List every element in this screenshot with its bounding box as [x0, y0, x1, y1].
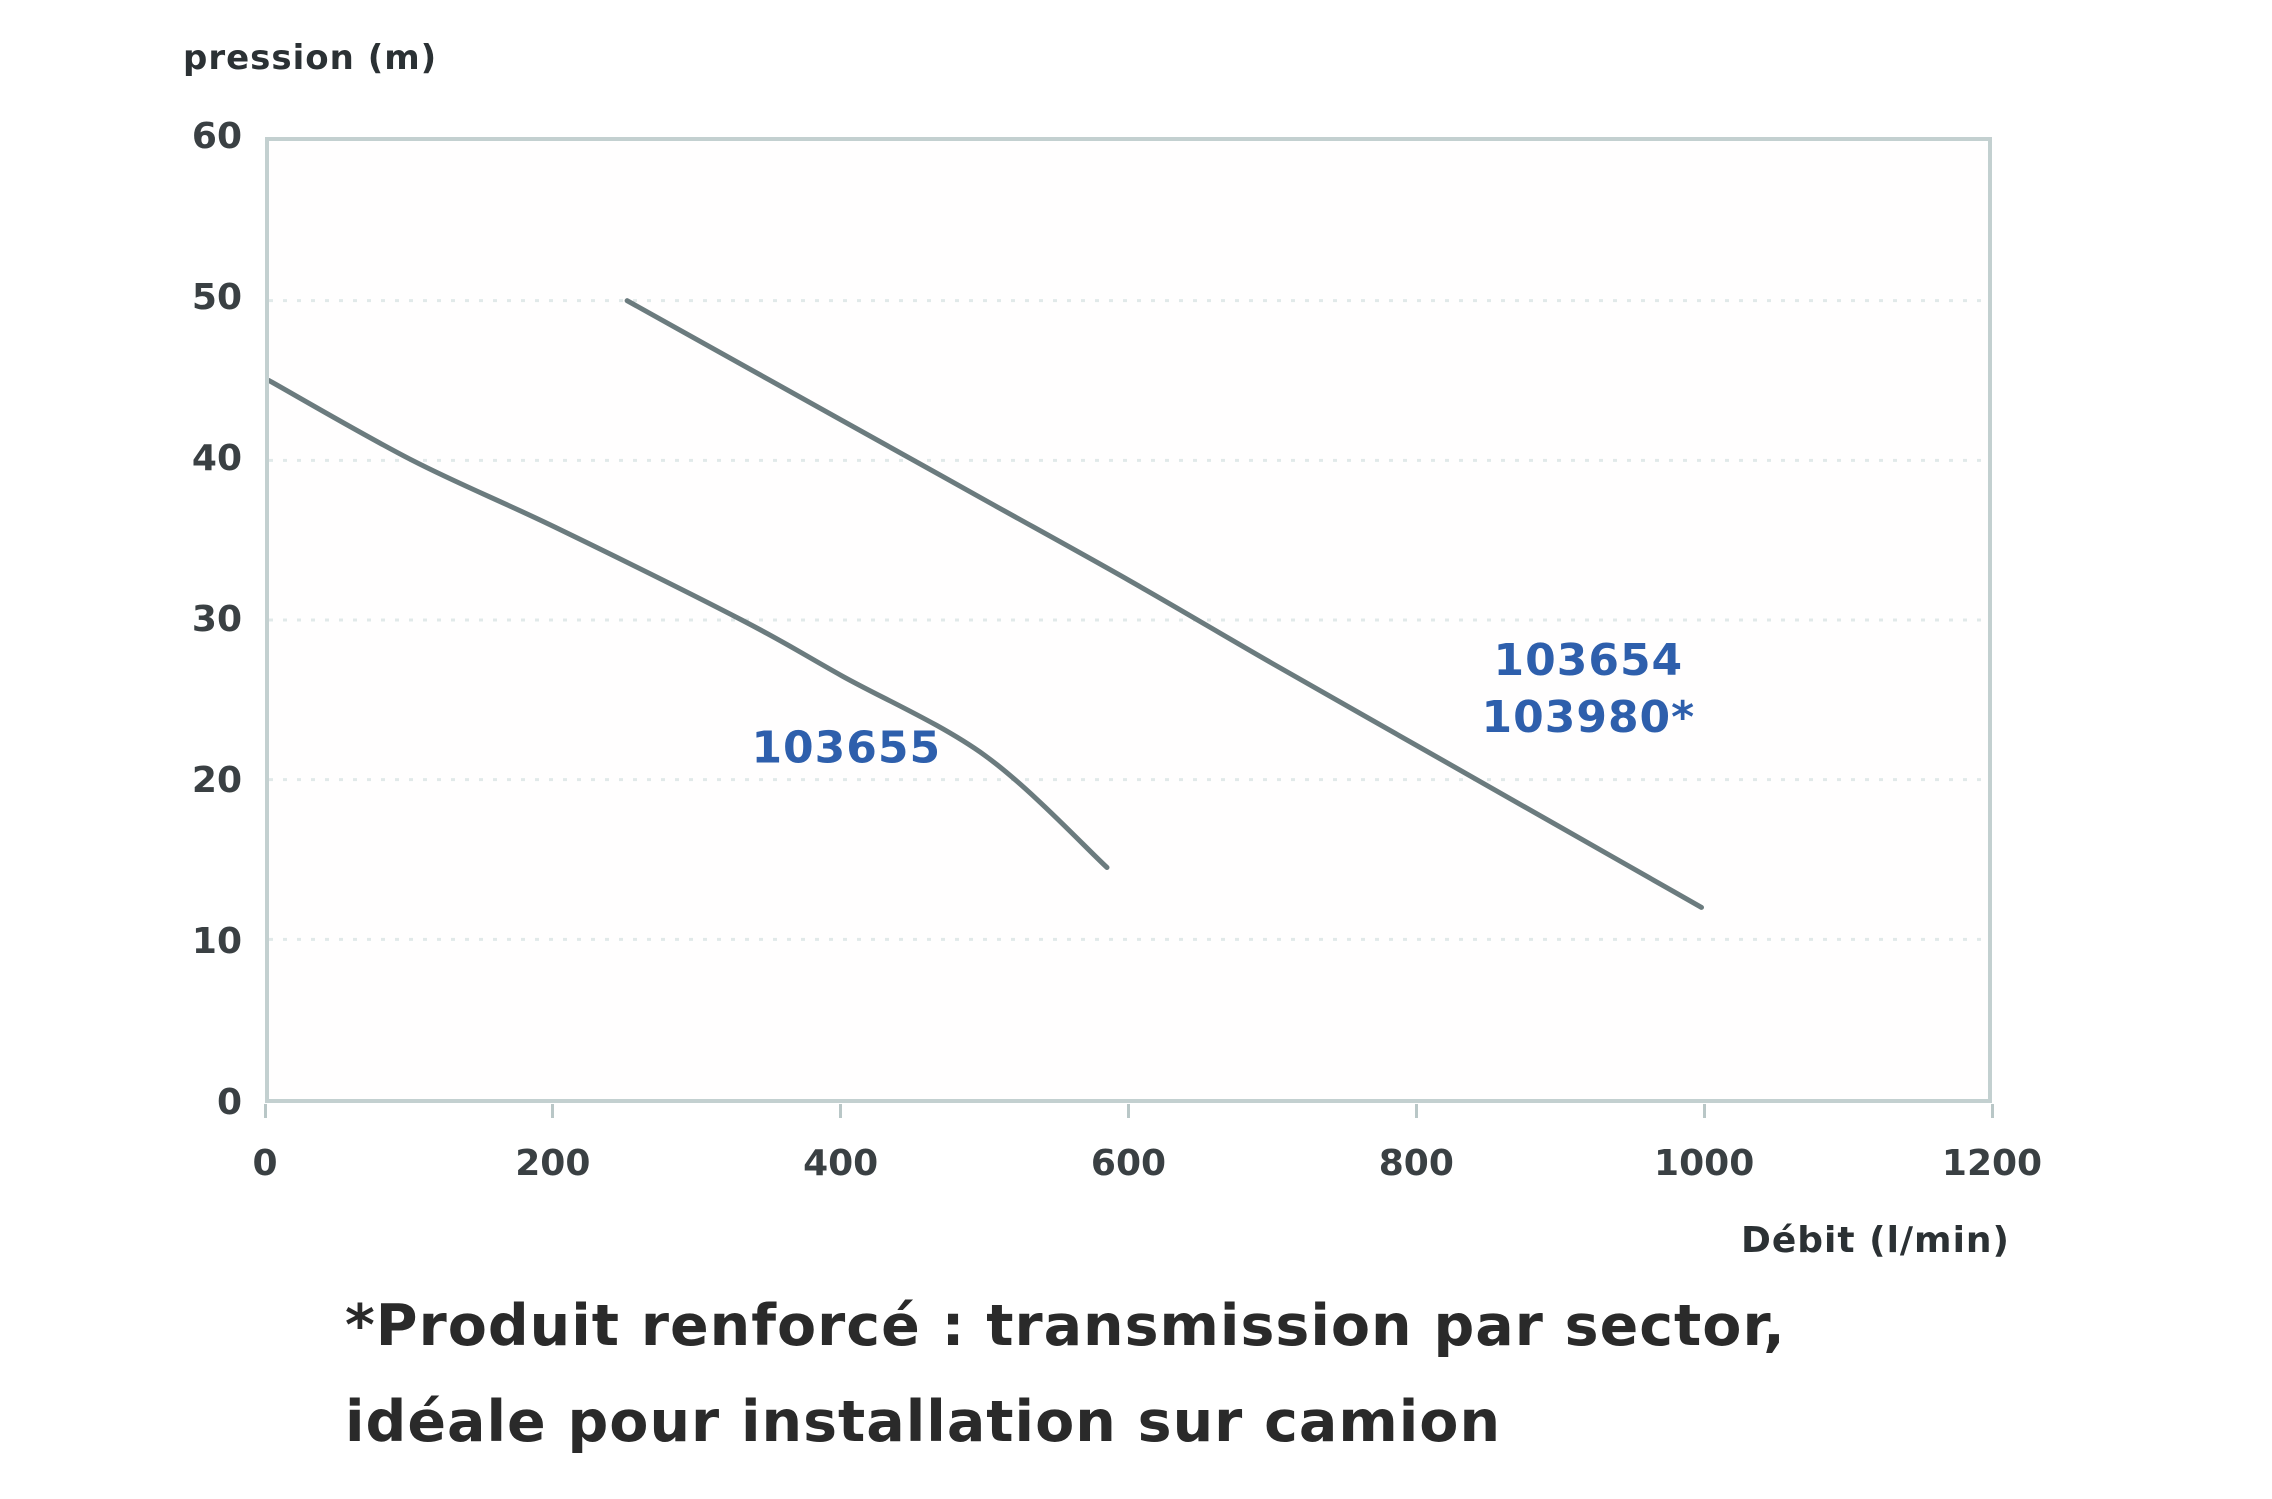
- x-tick-mark: [1414, 1104, 1418, 1118]
- curve-103655: [269, 378, 1110, 870]
- x-tick-label: 800: [1378, 1143, 1454, 1184]
- x-tick-label: 1200: [1941, 1143, 2043, 1184]
- x-tick-label: 400: [803, 1143, 879, 1184]
- x-tick-mark: [1127, 1104, 1130, 1118]
- series-label-line: 103980*: [1481, 691, 1696, 743]
- y-tick-label: 30: [191, 599, 242, 640]
- y-tick-label: 60: [191, 116, 242, 157]
- footnote-line-2: idéale pour installation sur camion: [345, 1389, 1502, 1455]
- x-tick-label: 600: [1090, 1143, 1167, 1184]
- x-tick-label: 0: [252, 1143, 278, 1184]
- x-tick-label: 1000: [1654, 1143, 1755, 1184]
- series-label: 103654 103980*: [1481, 631, 1695, 745]
- y-tick-label: 40: [191, 438, 242, 479]
- y-tick-label: 20: [191, 760, 242, 801]
- x-tick-mark: [839, 1104, 843, 1118]
- x-tick-mark: [263, 1104, 267, 1118]
- x-tick-mark: [1702, 1104, 1706, 1118]
- series-label: 103655: [751, 719, 941, 776]
- plot-area: 103655 103654 103980*: [265, 137, 1992, 1103]
- y-axis-title: pression (m): [183, 38, 438, 78]
- x-tick-mark: [1990, 1104, 1994, 1118]
- y-tick-label: 50: [191, 277, 242, 318]
- curve-103654-103980-: [624, 298, 1704, 910]
- footnote: *Produit renforcé : transmission par sec…: [345, 1278, 1786, 1470]
- x-tick-label: 200: [515, 1143, 591, 1184]
- footnote-line-1: *Produit renforcé : transmission par sec…: [345, 1293, 1786, 1359]
- y-tick-label: 10: [191, 921, 242, 962]
- x-tick-mark: [551, 1104, 555, 1118]
- x-axis-title: Débit (l/min): [1740, 1220, 2010, 1261]
- chart-canvas: [269, 298, 1988, 941]
- series-label-line: 103654: [1493, 634, 1684, 686]
- series-label-line: 103655: [751, 722, 942, 774]
- y-tick-label: 0: [216, 1082, 242, 1123]
